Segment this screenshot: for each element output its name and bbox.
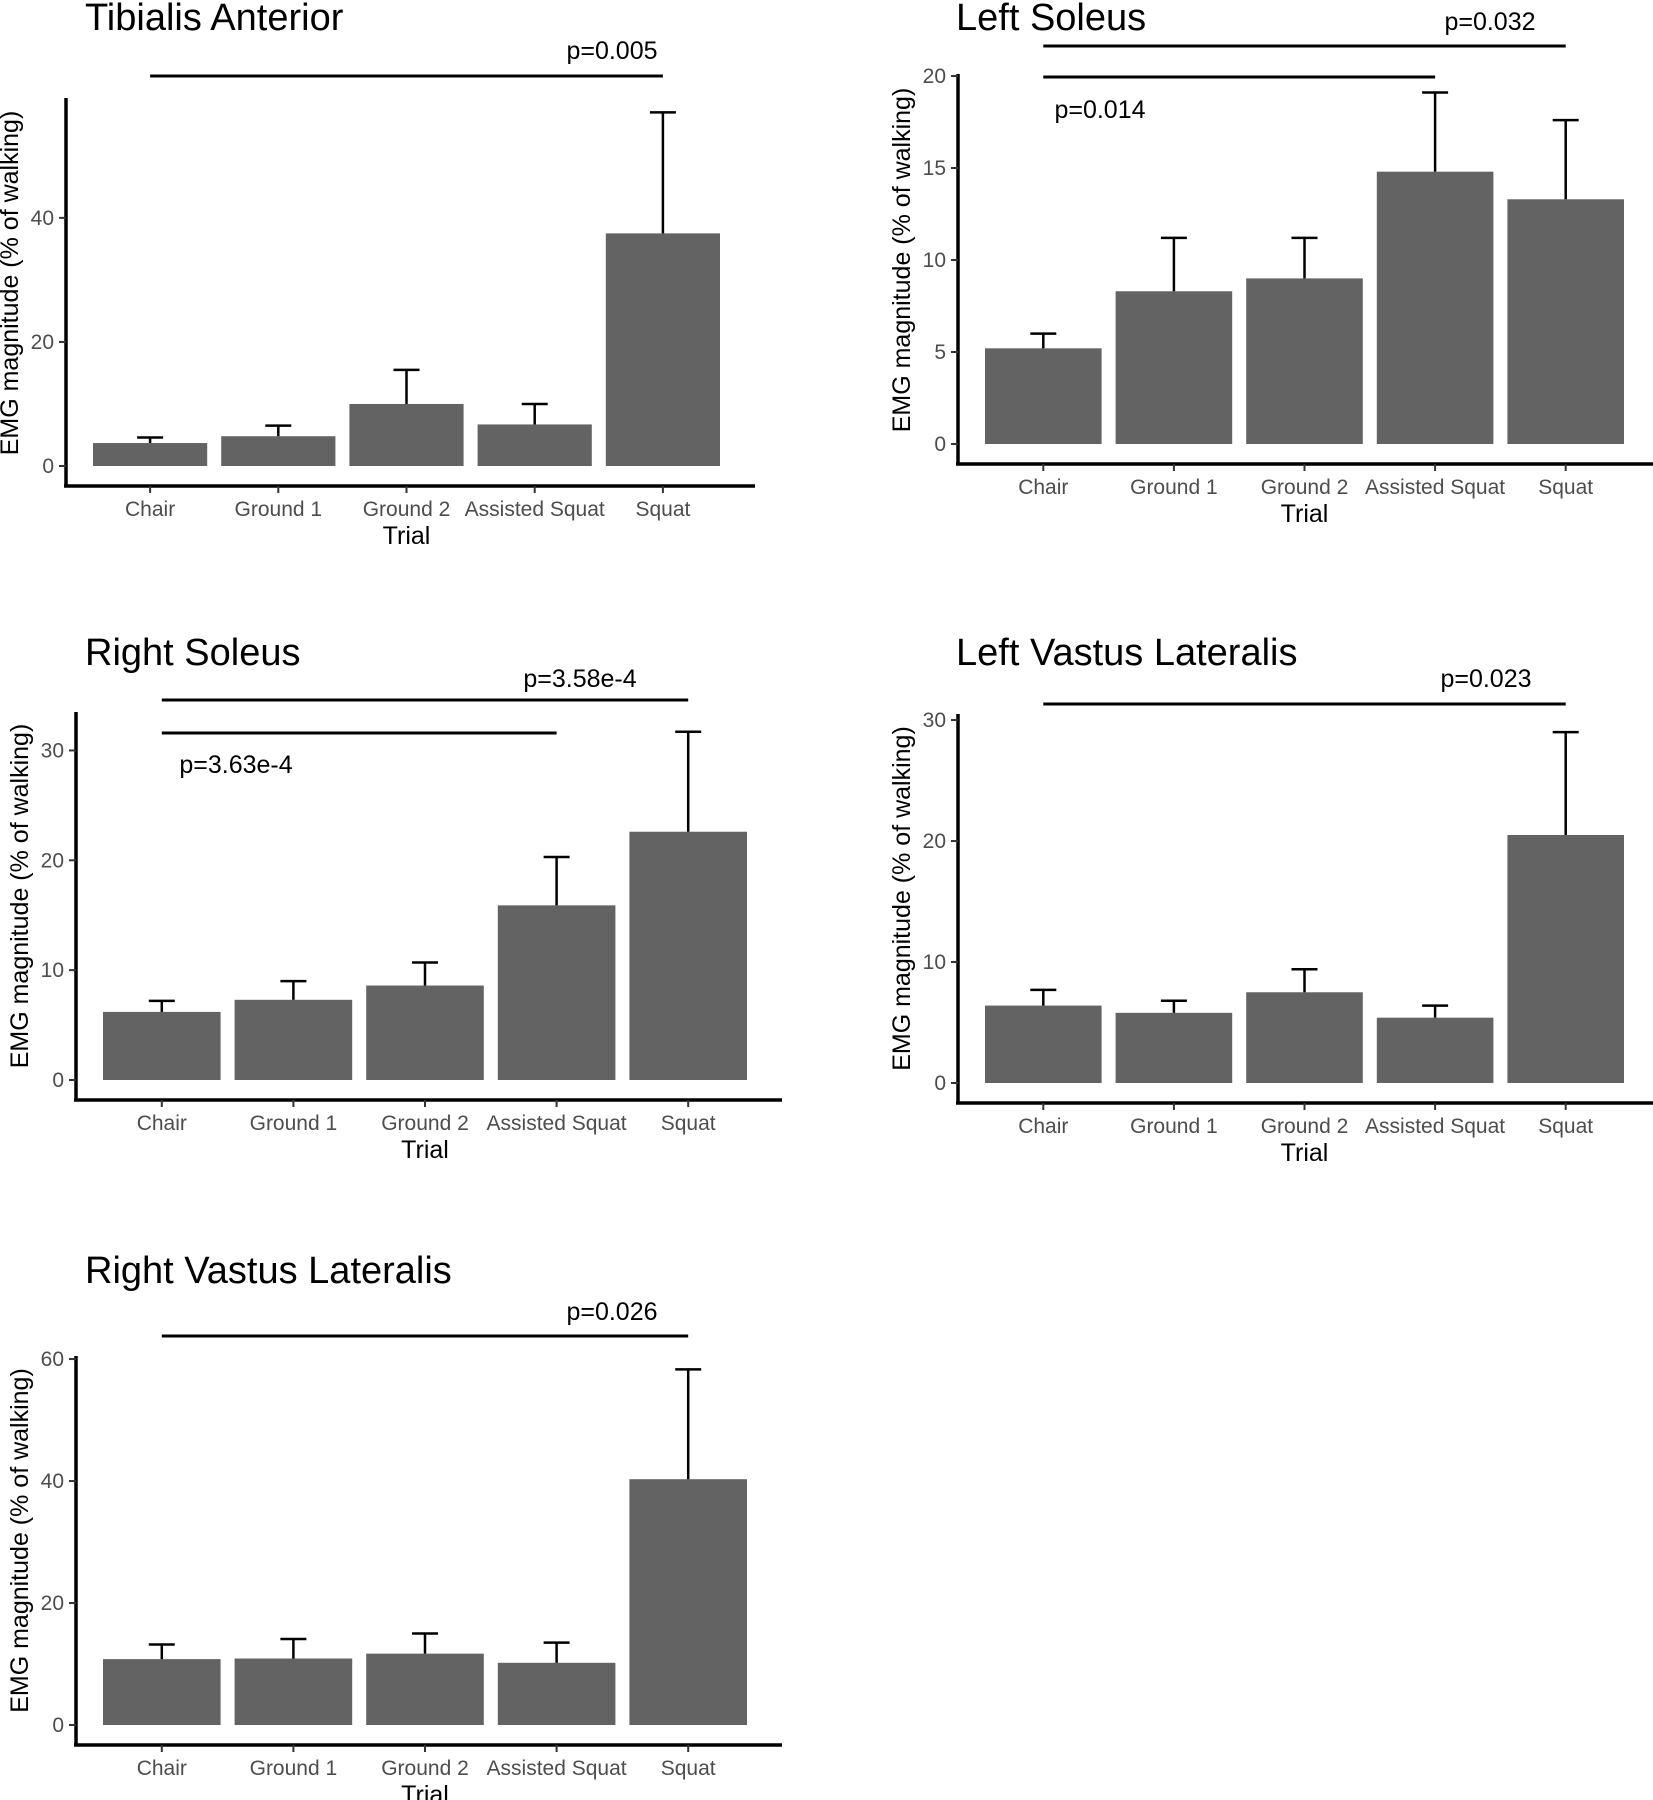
x-tick-label: Assisted Squat bbox=[487, 1112, 627, 1135]
y-tick-label: 15 bbox=[923, 157, 946, 180]
p-value-label: p=3.58e-4 bbox=[523, 665, 636, 693]
x-tick-label: Chair bbox=[137, 1112, 187, 1135]
x-axis-label: Trial bbox=[401, 1136, 449, 1164]
chart-title: Tibialis Anterior bbox=[85, 0, 344, 39]
bar-ground-1 bbox=[221, 436, 336, 466]
x-tick-label: Assisted Squat bbox=[1365, 1115, 1505, 1138]
bar-chair bbox=[103, 1011, 221, 1080]
y-tick-label: 0 bbox=[934, 433, 946, 456]
y-tick-label: 20 bbox=[41, 1592, 64, 1615]
bar-ground-2 bbox=[1246, 278, 1363, 444]
y-tick-label: 0 bbox=[42, 455, 54, 478]
x-tick-label: Assisted Squat bbox=[487, 1757, 627, 1780]
bar-assisted-squat bbox=[1376, 1017, 1494, 1083]
x-tick-label: Chair bbox=[1018, 476, 1068, 499]
y-tick-label: 0 bbox=[934, 1072, 946, 1095]
bar-squat bbox=[1507, 834, 1624, 1083]
chart-title: Right Vastus Lateralis bbox=[85, 1250, 452, 1292]
y-tick-label: 30 bbox=[923, 709, 946, 732]
bar-squat bbox=[605, 233, 720, 466]
bar-ground-2 bbox=[1246, 992, 1363, 1083]
x-tick-label: Squat bbox=[1538, 476, 1593, 499]
chart-title: Left Soleus bbox=[956, 0, 1146, 39]
y-axis-label: EMG magnitude (% of walking) bbox=[0, 111, 24, 456]
bar-assisted-squat bbox=[497, 1662, 616, 1725]
x-tick-label: Ground 2 bbox=[1261, 476, 1349, 499]
bar-squat bbox=[629, 1479, 747, 1725]
y-tick-label: 0 bbox=[52, 1714, 64, 1737]
y-tick-label: 20 bbox=[923, 65, 946, 88]
y-axis-label: EMG magnitude (% of walking) bbox=[6, 724, 34, 1069]
x-tick-label: Squat bbox=[661, 1112, 716, 1135]
x-tick-label: Ground 1 bbox=[1130, 476, 1218, 499]
x-tick-label: Squat bbox=[635, 498, 690, 521]
bar-ground-2 bbox=[366, 1653, 484, 1725]
p-value-label: p=0.023 bbox=[1440, 665, 1531, 693]
y-tick-label: 20 bbox=[41, 849, 64, 872]
x-tick-label: Assisted Squat bbox=[465, 498, 605, 521]
y-axis-label: EMG magnitude (% of walking) bbox=[888, 726, 916, 1071]
y-tick-label: 5 bbox=[934, 341, 946, 364]
x-axis-label: Trial bbox=[383, 522, 431, 550]
x-axis-label: Trial bbox=[1281, 1139, 1329, 1167]
bar-ground-1 bbox=[1115, 1012, 1233, 1083]
y-tick-label: 60 bbox=[41, 1348, 64, 1371]
x-tick-label: Ground 1 bbox=[235, 498, 323, 521]
bar-ground-1 bbox=[234, 1658, 353, 1725]
bar-chair bbox=[103, 1659, 221, 1725]
bar-ground-1 bbox=[1115, 291, 1233, 444]
x-tick-label: Chair bbox=[125, 498, 175, 521]
p-value-label: p=3.63e-4 bbox=[179, 751, 292, 779]
y-tick-label: 10 bbox=[923, 951, 946, 974]
x-tick-label: Squat bbox=[661, 1757, 716, 1780]
y-tick-label: 0 bbox=[52, 1069, 64, 1092]
chart-title: Left Vastus Lateralis bbox=[956, 632, 1297, 674]
x-tick-label: Ground 1 bbox=[1130, 1115, 1218, 1138]
y-tick-label: 20 bbox=[31, 331, 54, 354]
bar-squat bbox=[1507, 199, 1624, 444]
x-axis-label: Trial bbox=[401, 1781, 449, 1800]
x-tick-label: Assisted Squat bbox=[1365, 476, 1505, 499]
x-tick-label: Squat bbox=[1538, 1115, 1593, 1138]
y-tick-label: 30 bbox=[41, 739, 64, 762]
p-value-label: p=0.014 bbox=[1054, 96, 1145, 124]
bar-chair bbox=[985, 1005, 1102, 1083]
bar-assisted-squat bbox=[497, 905, 616, 1080]
bar-ground-2 bbox=[349, 403, 464, 466]
x-tick-label: Ground 2 bbox=[381, 1112, 469, 1135]
bar-assisted-squat bbox=[1376, 171, 1494, 444]
x-tick-label: Ground 1 bbox=[250, 1112, 338, 1135]
bar-squat bbox=[629, 831, 747, 1080]
x-tick-label: Ground 1 bbox=[250, 1757, 338, 1780]
bar-chair bbox=[985, 348, 1102, 444]
y-tick-label: 20 bbox=[923, 830, 946, 853]
bar-assisted-squat bbox=[477, 424, 592, 466]
p-value-label: p=0.005 bbox=[566, 37, 657, 65]
x-tick-label: Chair bbox=[1018, 1115, 1068, 1138]
y-axis-label: EMG magnitude (% of walking) bbox=[6, 1368, 34, 1713]
p-value-label: p=0.032 bbox=[1444, 8, 1535, 36]
x-axis-label: Trial bbox=[1281, 500, 1329, 528]
y-tick-label: 40 bbox=[31, 207, 54, 230]
bar-ground-2 bbox=[366, 985, 484, 1080]
y-tick-label: 10 bbox=[41, 959, 64, 982]
bar-ground-1 bbox=[234, 999, 353, 1080]
y-tick-label: 40 bbox=[41, 1470, 64, 1493]
x-tick-label: Chair bbox=[137, 1757, 187, 1780]
y-tick-label: 10 bbox=[923, 249, 946, 272]
chart-title: Right Soleus bbox=[85, 632, 300, 674]
bar-chair bbox=[93, 443, 208, 466]
p-value-label: p=0.026 bbox=[566, 1298, 657, 1326]
x-tick-label: Ground 2 bbox=[1261, 1115, 1349, 1138]
x-tick-label: Ground 2 bbox=[363, 498, 451, 521]
x-tick-label: Ground 2 bbox=[381, 1757, 469, 1780]
y-axis-label: EMG magnitude (% of walking) bbox=[888, 88, 916, 433]
